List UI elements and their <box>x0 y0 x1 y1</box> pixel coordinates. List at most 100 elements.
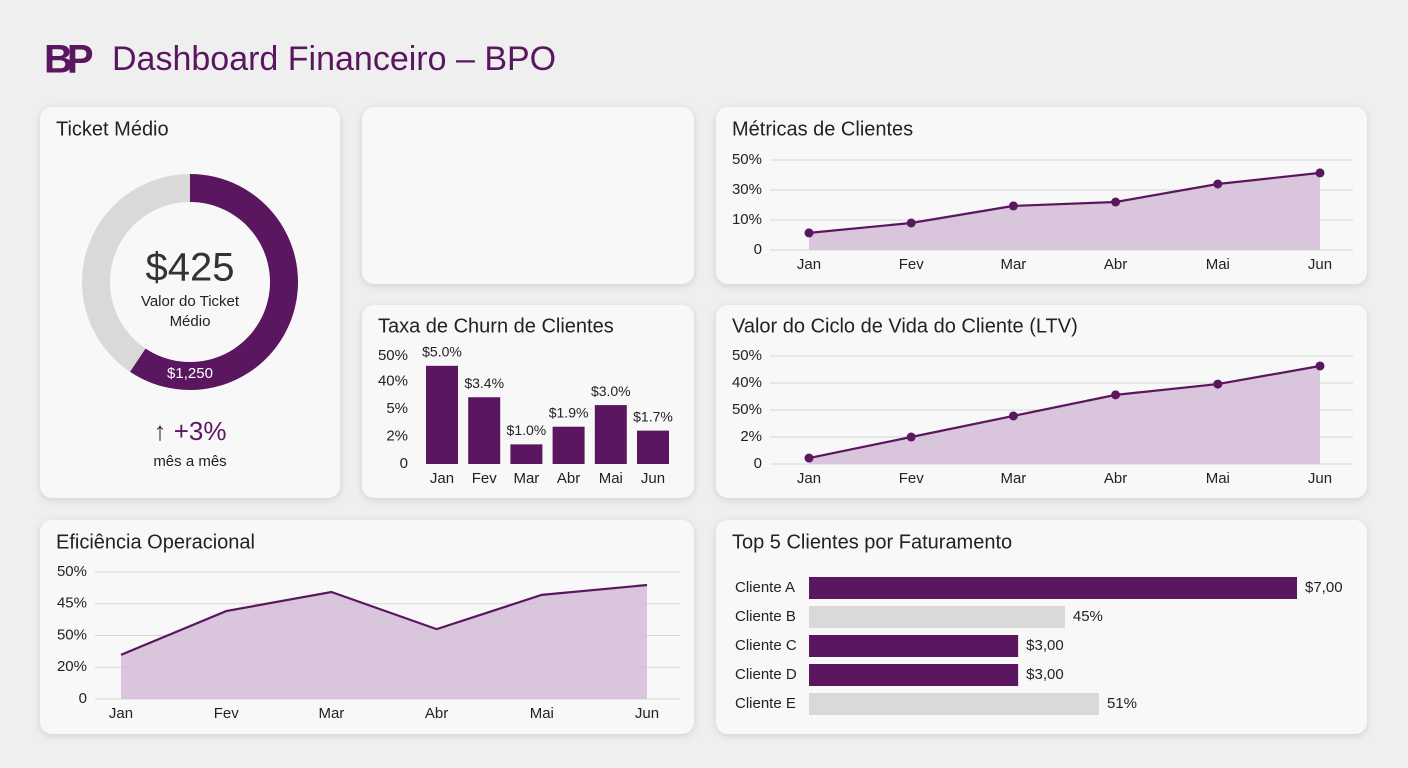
x-tick-label: Jun <box>1308 470 1332 487</box>
logo: BP <box>44 38 93 82</box>
value-label: $1.9% <box>549 404 589 420</box>
chart-title: Ticket Médio <box>56 118 169 140</box>
point <box>1111 197 1121 207</box>
y-tick-label: 5% <box>386 400 408 417</box>
bar <box>809 664 1019 686</box>
point <box>1213 179 1223 189</box>
value-label: $3.4% <box>464 375 504 391</box>
category-label: Cliente A <box>735 579 795 596</box>
y-tick-label: 45% <box>57 595 87 612</box>
empty-card <box>362 107 694 284</box>
point <box>906 432 916 442</box>
y-tick-label: 40% <box>378 372 408 389</box>
bar <box>809 606 1065 628</box>
point <box>804 228 814 238</box>
point <box>1315 168 1325 178</box>
x-tick-label: Fev <box>214 705 240 722</box>
x-tick-label: Abr <box>1104 470 1127 487</box>
chart-title: Métricas de Clientes <box>732 118 913 140</box>
change: ↑ +3% <box>154 416 227 446</box>
category-label: Cliente D <box>735 666 797 683</box>
area-fill <box>809 172 1320 250</box>
x-tick-label: Jan <box>797 256 821 273</box>
x-tick-label: Mar <box>318 705 344 722</box>
x-tick-label: Fev <box>472 470 498 487</box>
y-tick-label: 50% <box>57 626 87 643</box>
point <box>1111 390 1121 400</box>
y-tick-label: 10% <box>732 211 762 228</box>
value-label: $3,00 <box>1026 666 1064 683</box>
x-tick-label: Jan <box>797 470 821 487</box>
segment-label: $1,250 <box>167 365 213 382</box>
page-title: Dashboard Financeiro – BPO <box>112 40 556 78</box>
change-caption: mês a mês <box>153 453 226 470</box>
point <box>1008 411 1018 421</box>
line <box>808 171 1321 234</box>
chart-title: Valor do Ciclo de Vida do Cliente (LTV) <box>732 315 1078 337</box>
x-tick-label: Mai <box>1206 470 1230 487</box>
bar <box>809 635 1019 657</box>
y-tick-label: 30% <box>732 181 762 198</box>
area-fill <box>809 365 1320 464</box>
y-tick-label: 0 <box>400 455 408 472</box>
center-caption-box: Valor do Ticket Médio <box>140 293 240 330</box>
category-label: Cliente E <box>735 695 796 712</box>
x-tick-label: Jun <box>641 470 665 487</box>
x-tick-label: Mai <box>599 470 623 487</box>
center-caption: Valor do Ticket Médio <box>140 293 240 330</box>
x-tick-label: Abr <box>1104 256 1127 273</box>
line <box>120 583 648 656</box>
x-tick-label: Jun <box>1308 256 1332 273</box>
point <box>1213 379 1223 389</box>
bar <box>809 577 1297 599</box>
value-label: $3,00 <box>1026 637 1064 654</box>
y-tick-label: 50% <box>732 401 762 418</box>
y-tick-label: 40% <box>732 374 762 391</box>
value-label: $3.0% <box>591 383 631 399</box>
donut-segment <box>82 174 190 372</box>
y-tick-label: 0 <box>79 690 87 707</box>
x-tick-label: Abr <box>557 470 580 487</box>
chart-title: Top 5 Clientes por Faturamento <box>732 531 1012 553</box>
y-tick-label: 2% <box>740 428 762 445</box>
chart-title: Eficiência Operacional <box>56 531 255 553</box>
bar <box>468 397 501 464</box>
value-label: $1.7% <box>633 408 673 424</box>
point <box>1008 201 1018 211</box>
value-label: 51% <box>1107 695 1137 712</box>
area-fill <box>121 585 647 699</box>
y-tick-label: 50% <box>57 563 87 580</box>
category-label: Cliente C <box>735 637 797 654</box>
x-tick-label: Jun <box>635 705 659 722</box>
chart-title: Taxa de Churn de Clientes <box>378 315 614 337</box>
x-tick-label: Abr <box>425 705 448 722</box>
point <box>906 218 916 228</box>
y-tick-label: 20% <box>57 658 87 675</box>
bar <box>809 693 1099 715</box>
x-tick-label: Jan <box>430 470 454 487</box>
y-tick-label: 0 <box>754 455 762 472</box>
bar <box>637 430 669 464</box>
value-label: $7,00 <box>1305 579 1343 596</box>
point <box>1315 361 1325 371</box>
x-tick-label: Jan <box>109 705 133 722</box>
bar <box>594 405 627 464</box>
x-tick-label: Mai <box>530 705 554 722</box>
donut-segment <box>129 174 299 390</box>
y-tick-label: 50% <box>732 151 762 168</box>
point <box>804 453 814 463</box>
bar <box>552 426 585 464</box>
x-tick-label: Mar <box>513 470 539 487</box>
line <box>808 364 1321 460</box>
y-tick-label: 0 <box>754 241 762 258</box>
category-label: Cliente B <box>735 608 796 625</box>
y-tick-label: 50% <box>378 347 408 364</box>
value-label: $1.0% <box>507 422 547 438</box>
x-tick-label: Fev <box>899 470 925 487</box>
y-tick-label: 2% <box>386 427 408 444</box>
x-tick-label: Mar <box>1000 256 1026 273</box>
bar <box>426 365 458 464</box>
x-tick-label: Mai <box>1206 256 1230 273</box>
x-tick-label: Mar <box>1000 470 1026 487</box>
